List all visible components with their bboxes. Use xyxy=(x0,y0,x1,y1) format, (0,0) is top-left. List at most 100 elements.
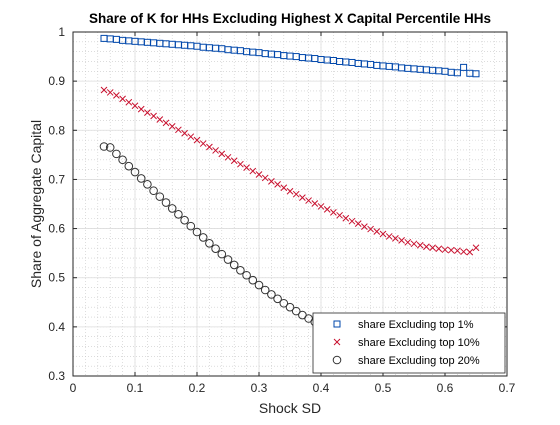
data-point xyxy=(187,133,195,141)
data-point xyxy=(317,203,325,210)
data-point xyxy=(429,244,436,252)
y-tick-label: 0.4 xyxy=(48,320,65,334)
data-point xyxy=(460,63,468,71)
legend-item: share Excluding top 20% xyxy=(332,355,480,367)
marker-stroke xyxy=(336,211,343,219)
data-point xyxy=(113,92,120,99)
data-point xyxy=(186,221,196,231)
marker-stroke xyxy=(342,214,350,222)
data-point xyxy=(112,149,121,159)
marker-stroke xyxy=(230,157,238,165)
legend-item: share Excluding top 10% xyxy=(333,337,480,349)
marker-stroke xyxy=(429,244,436,252)
marker-stroke xyxy=(385,233,393,240)
marker-stroke xyxy=(187,133,195,141)
y-tick-label: 0.7 xyxy=(48,172,65,186)
data-point xyxy=(242,270,251,280)
data-point xyxy=(175,126,182,134)
data-point xyxy=(447,246,455,254)
data-point xyxy=(217,249,227,259)
data-point xyxy=(237,160,244,168)
data-point xyxy=(354,220,362,228)
marker-stroke xyxy=(237,160,244,168)
data-point xyxy=(342,214,350,222)
marker-stroke xyxy=(206,143,213,151)
marker-stroke xyxy=(286,187,294,195)
marker-stroke xyxy=(137,105,145,113)
marker-stroke xyxy=(292,190,300,198)
data-point xyxy=(198,233,208,242)
data-point xyxy=(193,136,201,144)
legend-label: share Excluding top 10% xyxy=(358,337,480,349)
data-point xyxy=(143,180,152,189)
data-point xyxy=(155,192,165,201)
marker-stroke xyxy=(168,123,176,130)
data-point xyxy=(149,186,158,196)
data-point xyxy=(131,102,139,110)
marker-stroke xyxy=(106,89,114,96)
marker-stroke xyxy=(311,200,319,207)
data-point xyxy=(260,285,270,295)
marker-stroke xyxy=(348,217,356,225)
legend-box xyxy=(312,312,506,374)
data-point xyxy=(236,266,245,275)
data-point xyxy=(105,143,115,152)
marker-stroke xyxy=(392,235,399,242)
data-point xyxy=(385,233,393,240)
legend-marker xyxy=(333,338,341,346)
marker-stroke xyxy=(150,112,157,120)
data-point xyxy=(305,197,312,204)
data-point xyxy=(167,204,177,213)
data-point xyxy=(229,260,239,270)
data-point xyxy=(181,129,188,137)
data-point xyxy=(466,248,474,256)
data-point xyxy=(180,215,189,225)
data-point xyxy=(144,109,151,116)
marker-stroke xyxy=(460,248,467,256)
y-ticks: 0.3 0.4 0.5 0.6 0.7 0.8 0.9 1 xyxy=(48,25,507,383)
marker-stroke xyxy=(255,171,263,178)
data-point xyxy=(212,147,219,154)
marker-stroke xyxy=(181,129,188,137)
marker-stroke xyxy=(131,102,139,110)
legend: share Excluding top 1% share Excluding to… xyxy=(312,312,506,374)
data-point xyxy=(404,238,412,246)
marker-stroke xyxy=(423,243,430,251)
marker-stroke xyxy=(367,225,374,233)
data-point xyxy=(261,174,269,182)
marker-stroke xyxy=(162,119,170,127)
data-point xyxy=(379,230,387,238)
marker-stroke xyxy=(441,246,449,254)
marker-stroke xyxy=(305,197,312,204)
data-point xyxy=(392,235,399,242)
x-tick-label: 0.1 xyxy=(127,381,144,395)
y-tick-label: 1 xyxy=(58,25,65,39)
marker-stroke xyxy=(404,238,412,246)
data-point xyxy=(453,69,461,77)
data-point xyxy=(119,95,126,103)
y-tick-label: 0.8 xyxy=(48,123,65,137)
data-point xyxy=(273,294,282,304)
x-tick-label: 0.4 xyxy=(313,381,330,395)
legend-label: share Excluding top 20% xyxy=(358,355,480,367)
data-point xyxy=(136,174,146,183)
data-point xyxy=(292,190,300,198)
data-point xyxy=(291,306,301,316)
marker-stroke xyxy=(100,86,108,94)
marker-stroke xyxy=(156,116,164,123)
y-axis-label: Share of Aggregate Capital xyxy=(28,120,44,288)
marker-stroke xyxy=(373,228,381,235)
data-point xyxy=(174,210,183,219)
data-point xyxy=(323,206,331,213)
data-point xyxy=(168,123,176,130)
marker-stroke xyxy=(317,203,325,210)
x-tick-label: 0.2 xyxy=(189,381,206,395)
data-point xyxy=(336,211,343,219)
x-tick-label: 0.3 xyxy=(251,381,268,395)
marker-stroke xyxy=(323,206,331,213)
marker-stroke xyxy=(113,92,120,99)
data-point xyxy=(441,246,449,254)
data-point xyxy=(472,244,480,252)
y-tick-label: 0.9 xyxy=(48,74,65,88)
